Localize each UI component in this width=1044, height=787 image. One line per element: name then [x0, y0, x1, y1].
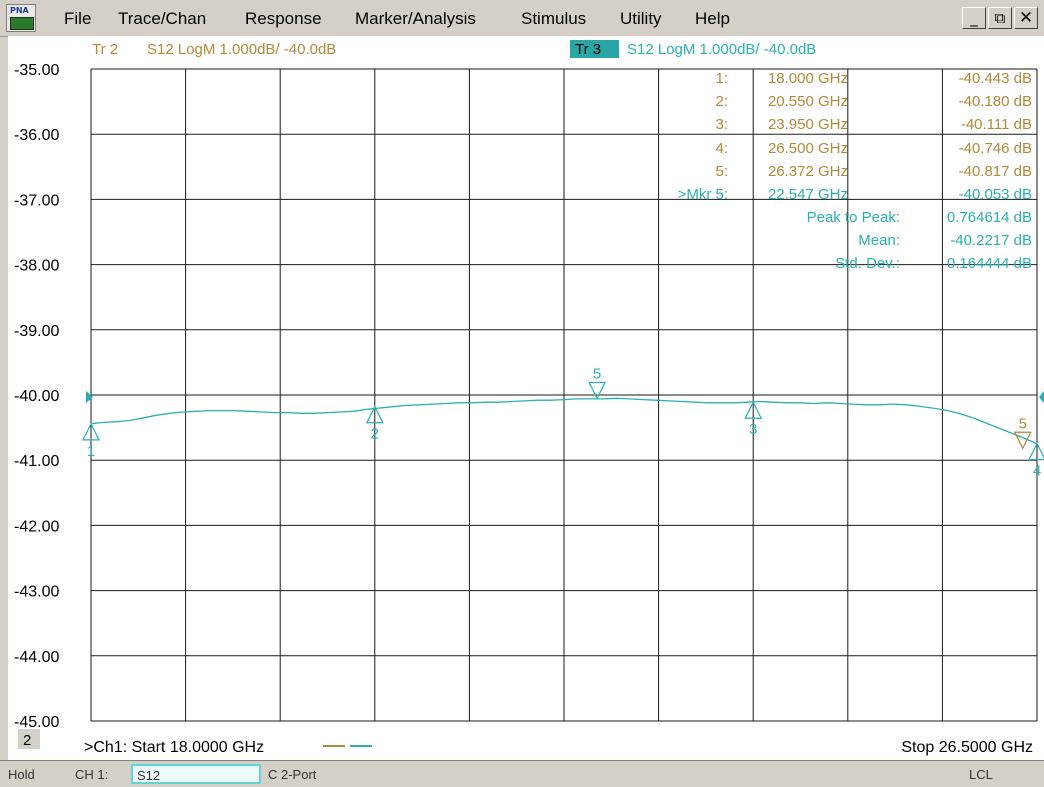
y-tick-label: -39.00 — [14, 323, 59, 340]
logo-label: PNA — [10, 6, 29, 15]
minimize-button[interactable]: _ — [962, 7, 986, 29]
trace3-label[interactable]: S12 LogM 1.000dB/ -40.0dB — [627, 41, 816, 58]
marker-name: 4: — [715, 140, 728, 157]
marker-name: 1: — [715, 70, 728, 87]
stat-value: 0.764614 dB — [947, 209, 1032, 226]
restore-button[interactable]: ⧉ — [988, 7, 1012, 29]
plot-background — [8, 36, 1044, 760]
menu-response[interactable]: Response — [245, 9, 322, 28]
menu-help[interactable]: Help — [695, 9, 730, 28]
y-tick-label: -41.00 — [14, 453, 59, 470]
marker-freq: 20.550 GHz — [768, 93, 848, 110]
y-tick-label: -35.00 — [14, 62, 59, 79]
stat-label: Peak to Peak: — [807, 209, 900, 226]
y-tick-label: -43.00 — [14, 584, 59, 601]
marker-freq: 23.950 GHz — [768, 116, 848, 133]
active-parameter: S12 — [137, 768, 161, 783]
status-remote: LCL — [969, 767, 993, 782]
marker-value: -40.443 dB — [959, 70, 1032, 87]
menu-file[interactable]: File — [64, 9, 92, 28]
trace-markers: 1 2 5 3 5 4 — [82, 365, 1044, 480]
channel-stop-label[interactable]: Stop 26.5000 GHz — [901, 739, 1033, 756]
logo-screen-graphic — [10, 17, 34, 30]
trace-plot[interactable]: Tr 2 S12 LogM 1.000dB/ -40.0dB Tr 3 S12 … — [8, 36, 1044, 760]
menu-bar: PNA File Trace/Chan Response Marker/Anal… — [0, 0, 1044, 37]
trace-curve-layer — [90, 397, 1038, 445]
channel-start-label[interactable]: >Ch1: Start 18.0000 GHz — [84, 739, 264, 756]
trace3-active-badge — [570, 40, 619, 58]
marker-value: -40.746 dB — [959, 140, 1032, 157]
marker-number-label: 5 — [1019, 415, 1027, 432]
grid — [90, 68, 1038, 722]
marker-number-label: 2 — [371, 426, 379, 443]
marker-triangle-icon — [365, 405, 384, 424]
marker-freq: 26.500 GHz — [768, 140, 848, 157]
marker-triangle-icon — [1028, 442, 1044, 461]
marker-triangle-icon — [588, 381, 607, 400]
active-parameter-field[interactable]: S12 — [131, 764, 261, 784]
stat-label: Mean: — [858, 232, 900, 249]
reference-level-arrow-icon[interactable] — [86, 391, 93, 403]
y-tick-label: -42.00 — [14, 518, 59, 535]
window-number[interactable]: 2 — [23, 732, 31, 749]
stat-label: Std. Dev.: — [835, 255, 900, 272]
menu-marker-analysis[interactable]: Marker/Analysis — [355, 9, 476, 28]
marker-number-label: 1 — [87, 443, 95, 460]
marker-value: -40.111 dB — [961, 116, 1032, 133]
active-marker-value: -40.053 dB — [959, 186, 1032, 203]
measurement-window[interactable]: Tr 2 S12 LogM 1.000dB/ -40.0dB Tr 3 S12 … — [8, 36, 1044, 760]
menu-stimulus[interactable]: Stimulus — [521, 9, 587, 28]
trace-s12-curve — [90, 397, 1038, 445]
trace2-tag[interactable]: Tr 2 — [92, 41, 118, 58]
stat-value: 0.164444 dB — [947, 255, 1032, 272]
active-marker-freq: 22.547 GHz — [768, 186, 848, 203]
menu-utility[interactable]: Utility — [620, 9, 662, 28]
pna-logo-icon[interactable]: PNA — [6, 4, 36, 32]
stat-value: -40.2217 dB — [950, 232, 1032, 249]
y-axis-ticks: -35.00 -36.00 -37.00 -38.00 -39.00 -40.00 -41.… — [14, 62, 59, 731]
marker-value: -40.180 dB — [959, 93, 1032, 110]
marker-value: -40.817 dB — [959, 163, 1032, 180]
marker-name: 3: — [715, 116, 728, 133]
trace3-tag[interactable]: Tr 3 — [575, 41, 601, 58]
y-tick-label: -37.00 — [14, 192, 59, 209]
menu-trace-chan[interactable]: Trace/Chan — [118, 9, 207, 28]
active-marker-name: >Mkr 5: — [678, 186, 728, 203]
status-hold[interactable]: Hold — [8, 767, 35, 782]
marker-triangle-icon — [744, 400, 763, 419]
y-tick-label: -44.00 — [14, 649, 59, 666]
window-number-box — [18, 729, 40, 749]
status-channel: CH 1: — [75, 767, 109, 782]
marker-triangle-icon — [1013, 431, 1032, 450]
reference-level-arrow-right-icon[interactable] — [1039, 391, 1044, 403]
close-button[interactable]: ✕ — [1014, 7, 1038, 29]
marker-number-label: 5 — [593, 365, 601, 382]
marker-readout-table: 1: 18.000 GHz -40.443 dB 2: 20.550 GHz -… — [678, 70, 1032, 272]
y-tick-label: -40.00 — [14, 388, 59, 405]
marker-name: 5: — [715, 163, 728, 180]
marker-triangle-icon — [82, 422, 100, 441]
y-tick-label: -45.00 — [14, 714, 59, 731]
y-tick-label: -36.00 — [14, 127, 59, 144]
status-port: C 2-Port — [268, 767, 317, 782]
marker-number-label: 4 — [1033, 463, 1041, 480]
marker-freq: 18.000 GHz — [768, 70, 848, 87]
y-tick-label: -38.00 — [14, 258, 59, 275]
marker-name: 2: — [715, 93, 728, 110]
marker-freq: 26.372 GHz — [768, 163, 848, 180]
trace2-label[interactable]: S12 LogM 1.000dB/ -40.0dB — [147, 41, 336, 58]
marker-number-label: 3 — [749, 421, 757, 438]
status-bar: Hold CH 1: S12 C 2-Port LCL — [0, 760, 1044, 787]
